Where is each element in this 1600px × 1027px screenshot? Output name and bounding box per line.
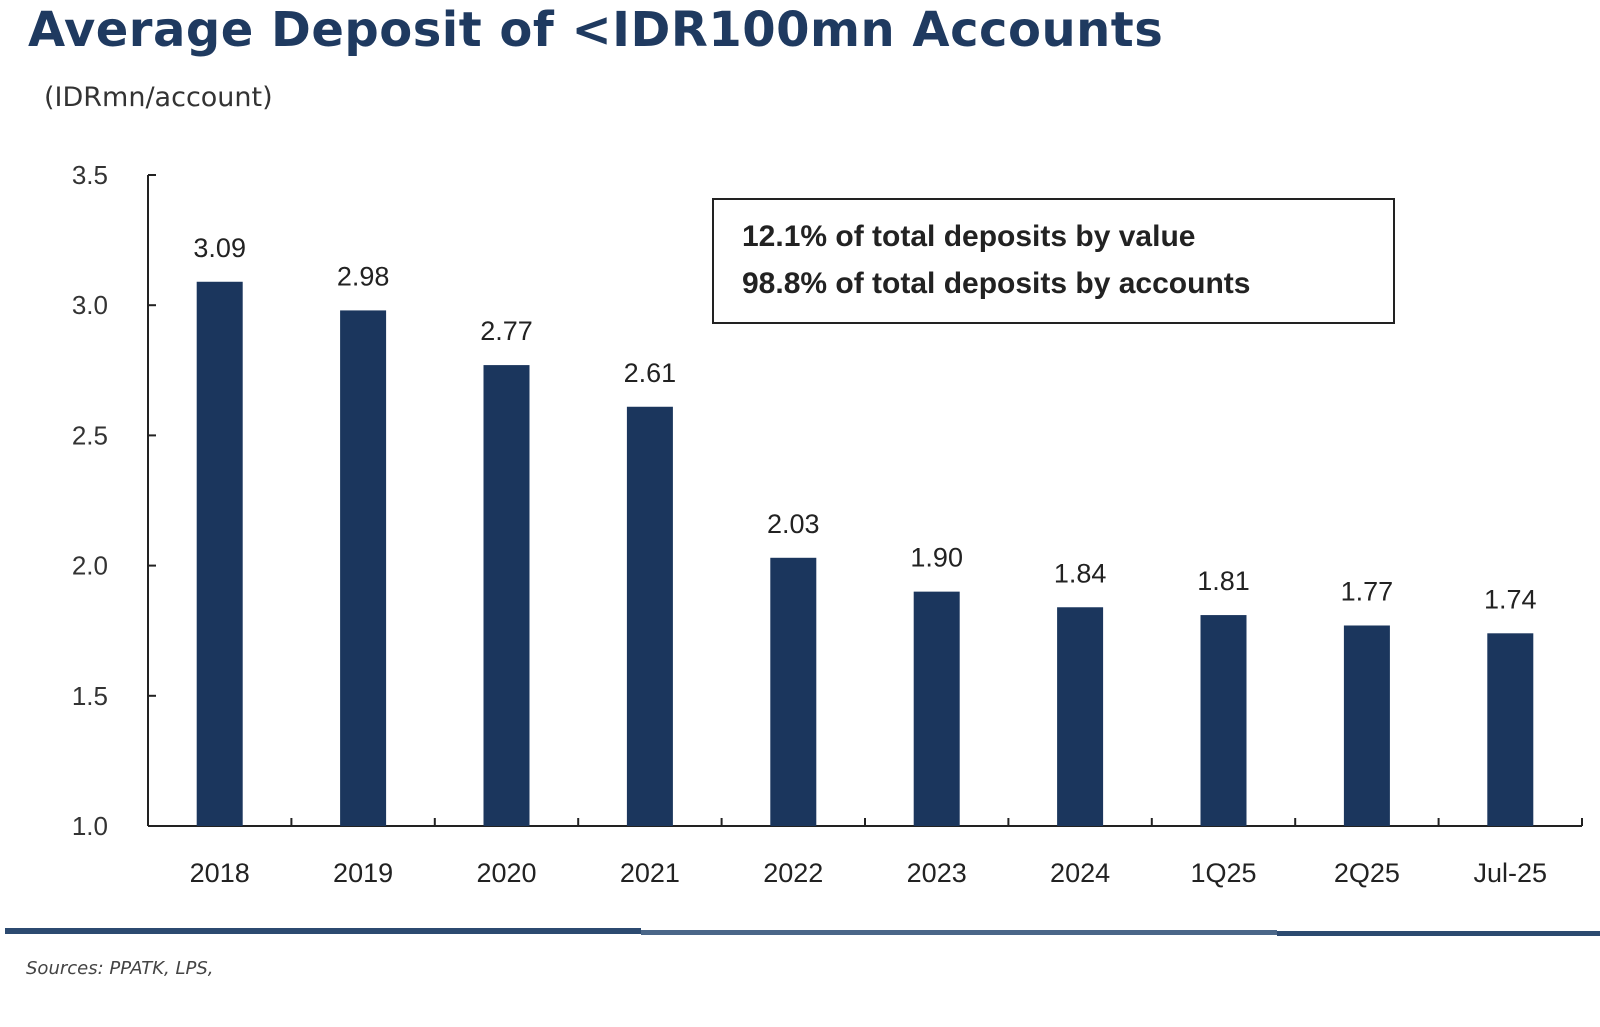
data-label: 2.03 [767, 509, 820, 539]
x-tick-label: 2024 [1050, 858, 1110, 888]
bar [483, 365, 530, 826]
y-tick-label: 1.0 [72, 811, 108, 841]
bar [770, 557, 817, 826]
bar [1343, 625, 1390, 826]
y-axis-unit-label: (IDRmn/account) [44, 82, 273, 113]
bar [1057, 607, 1104, 826]
x-tick-label: 2020 [476, 858, 536, 888]
x-tick-label: 2021 [620, 858, 680, 888]
chart-title: Average Deposit of <IDR100mn Accounts [28, 2, 1164, 58]
data-label: 2.61 [624, 358, 677, 388]
bar [1487, 633, 1534, 826]
x-tick-label: 2Q25 [1334, 858, 1400, 888]
annotation-line: 12.1% of total deposits by value [742, 220, 1195, 253]
y-axis: 1.0 1.5 2.0 2.5 3.0 3.5 [72, 160, 156, 841]
y-tick-label: 3.5 [72, 160, 108, 190]
x-tick-label: 2022 [763, 858, 823, 888]
data-label: 1.81 [1197, 566, 1250, 596]
data-label: 1.84 [1054, 558, 1107, 588]
data-label: 1.77 [1341, 576, 1394, 606]
y-tick-label: 1.5 [72, 681, 108, 711]
bar [626, 406, 673, 826]
x-tick-label: Jul-25 [1474, 858, 1548, 888]
data-label: 1.90 [910, 543, 963, 573]
data-label: 1.74 [1484, 584, 1537, 614]
data-label: 3.09 [193, 233, 246, 263]
bar [1200, 615, 1247, 826]
x-tick-label: 2019 [333, 858, 393, 888]
bar [196, 281, 243, 826]
sources-note: Sources: PPATK, LPS, [26, 958, 214, 979]
bars: 3.09 2.98 2.77 2.61 2.03 1.90 1.84 1.81 1.77 1.74 [193, 233, 1537, 827]
data-label: 2.77 [480, 316, 533, 346]
footer-divider [5, 928, 641, 934]
annotation-box: 12.1% of total deposits by value 98.8% o… [712, 198, 1395, 324]
y-tick-label: 3.0 [72, 290, 108, 320]
bar [913, 591, 960, 826]
footer-divider [1277, 931, 1600, 936]
x-axis: 2018 2019 2020 2021 2022 2023 2024 1Q25 2Q25 Jul-… [147, 818, 1583, 888]
x-tick-label: 2018 [190, 858, 250, 888]
annotation-line: 98.8% of total deposits by accounts [742, 267, 1250, 300]
footer-divider [641, 930, 1277, 935]
x-tick-label: 2023 [907, 858, 967, 888]
data-label: 2.98 [337, 261, 390, 291]
bar [340, 310, 387, 827]
y-tick-label: 2.0 [72, 551, 108, 581]
x-tick-label: 1Q25 [1190, 858, 1256, 888]
y-tick-label: 2.5 [72, 420, 108, 450]
